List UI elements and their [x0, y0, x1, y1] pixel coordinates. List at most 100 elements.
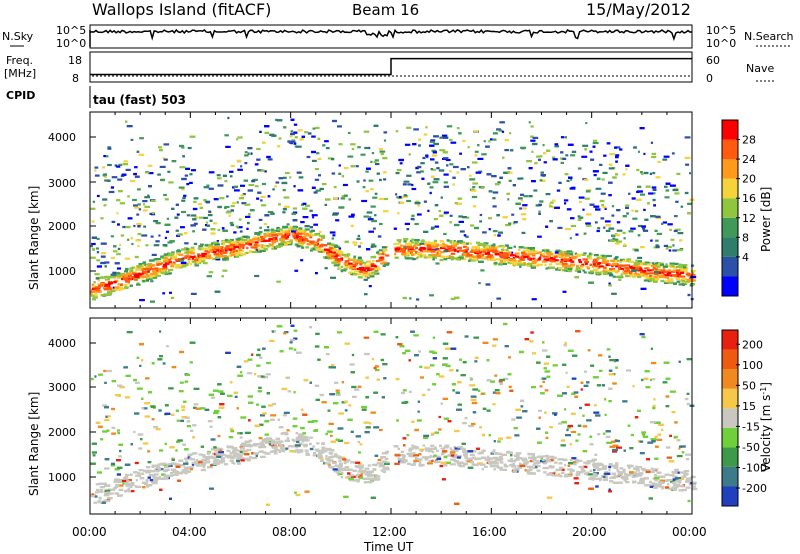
power-point: [530, 266, 536, 269]
power-point: [625, 206, 629, 209]
power-point: [493, 249, 498, 252]
power-point: [440, 196, 443, 199]
power-point: [639, 267, 642, 270]
power-point: [147, 194, 150, 197]
power-point: [449, 163, 454, 166]
power-point: [560, 136, 565, 139]
power-point: [399, 201, 405, 204]
power-point: [522, 207, 527, 210]
power-point: [100, 283, 106, 286]
power-point: [458, 215, 463, 218]
power-point: [529, 247, 535, 250]
power-point: [91, 242, 96, 246]
power-point: [577, 215, 581, 218]
power-point: [169, 291, 172, 294]
power-point: [464, 250, 468, 253]
power-point: [663, 276, 669, 279]
power-point: [255, 250, 262, 253]
power-point: [95, 247, 99, 250]
power-point: [149, 276, 153, 279]
power-point: [462, 251, 468, 254]
station-title: Wallops Island (fitACF): [92, 0, 271, 19]
power-point: [124, 286, 129, 289]
power-point: [382, 264, 386, 267]
power-point: [429, 191, 432, 195]
power-point: [551, 156, 556, 159]
power-point: [360, 153, 366, 156]
power-point: [505, 224, 511, 227]
power-point: [304, 225, 310, 228]
power-point: [289, 239, 293, 242]
colorbar-tick-label: 24: [742, 153, 756, 166]
power-point: [206, 244, 212, 247]
power-point: [317, 238, 321, 241]
power-point: [374, 192, 378, 195]
power-point: [157, 173, 161, 176]
power-point: [347, 258, 350, 261]
power-point: [429, 186, 434, 189]
power-point: [404, 246, 407, 249]
power-point: [296, 234, 299, 237]
power-point: [398, 158, 404, 162]
power-point: [148, 172, 154, 175]
velocity-point: [271, 446, 275, 449]
power-point: [290, 118, 295, 121]
power-point: [330, 255, 335, 258]
power-point: [192, 260, 197, 263]
power-point: [273, 240, 278, 243]
power-point: [222, 251, 228, 254]
power-point: [318, 245, 323, 248]
power-point: [611, 205, 615, 208]
power-point: [676, 172, 681, 175]
power-point: [242, 235, 248, 238]
power-point: [229, 170, 234, 173]
power-point: [234, 189, 240, 192]
power-point: [203, 186, 210, 189]
power-point: [314, 178, 320, 181]
power-point: [334, 245, 340, 248]
power-point: [383, 139, 387, 142]
power-point: [296, 232, 299, 236]
power-point: [262, 141, 266, 144]
power-point: [476, 241, 480, 244]
power-point: [133, 276, 139, 279]
power-point: [454, 241, 457, 244]
power-point: [678, 263, 682, 266]
power-point: [171, 251, 175, 254]
colorbar-tick-label: 28: [742, 134, 756, 147]
power-point: [503, 249, 509, 252]
power-point: [539, 200, 544, 203]
power-point: [363, 263, 366, 266]
power-point: [241, 244, 245, 247]
power-point: [399, 162, 403, 165]
power-point: [364, 293, 368, 296]
power-point: [119, 202, 126, 205]
power-point: [592, 264, 599, 267]
power-point: [670, 277, 673, 281]
power-point: [470, 259, 476, 262]
power-point: [102, 276, 105, 279]
power-point: [365, 170, 369, 173]
power-point: [669, 262, 676, 265]
power-point: [91, 220, 95, 223]
power-point: [368, 285, 372, 288]
power-point: [111, 256, 115, 259]
colorbar-tick-label: 4: [742, 251, 749, 264]
power-point: [606, 272, 613, 275]
power-point: [187, 146, 192, 150]
power-point: [574, 252, 578, 255]
power-point: [458, 132, 462, 135]
power-point: [433, 248, 437, 251]
power-point: [527, 256, 531, 259]
power-point: [517, 197, 523, 200]
power-point: [523, 255, 529, 259]
power-point: [325, 147, 330, 150]
power-point: [538, 210, 541, 213]
power-point: [189, 135, 196, 138]
power-point: [209, 219, 213, 222]
power-point: [548, 266, 553, 269]
power-point: [319, 187, 324, 191]
power-point: [458, 256, 464, 260]
power-point: [170, 262, 176, 265]
power-point: [396, 239, 402, 242]
